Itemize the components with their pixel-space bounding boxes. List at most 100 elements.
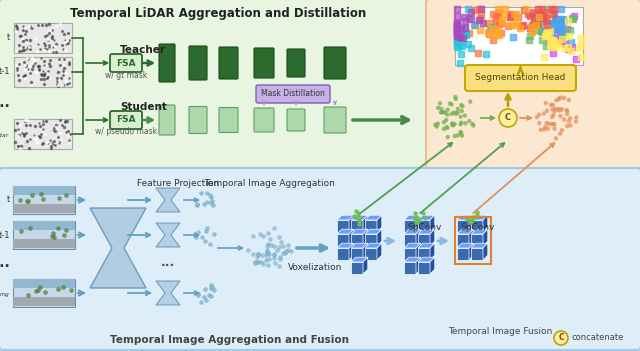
Point <box>40 45 51 51</box>
Point <box>60 118 70 124</box>
Point <box>50 128 60 134</box>
Bar <box>455 217 491 264</box>
Point <box>436 110 446 115</box>
Point <box>25 46 35 52</box>
Polygon shape <box>365 220 377 232</box>
Point <box>452 34 462 39</box>
Point <box>442 112 452 118</box>
Point <box>557 18 567 24</box>
Point <box>202 226 212 231</box>
Point <box>544 39 554 45</box>
Point <box>527 29 537 35</box>
Point <box>61 118 72 124</box>
Point <box>465 45 476 51</box>
Text: w/ pseudo mask: w/ pseudo mask <box>95 127 157 137</box>
Point <box>275 256 285 262</box>
Point <box>541 44 552 49</box>
Point <box>548 121 559 127</box>
Point <box>13 72 24 78</box>
Point <box>566 48 576 54</box>
Point <box>15 197 25 203</box>
FancyBboxPatch shape <box>219 47 238 79</box>
Point <box>488 24 499 29</box>
Polygon shape <box>418 248 430 260</box>
Point <box>497 31 507 36</box>
Point <box>248 233 258 239</box>
Polygon shape <box>404 248 416 260</box>
Point <box>458 35 468 41</box>
Point <box>545 28 555 33</box>
Point <box>497 18 507 23</box>
Point <box>255 231 266 237</box>
Polygon shape <box>351 257 368 262</box>
Point <box>39 47 49 53</box>
Point <box>537 29 547 35</box>
Polygon shape <box>349 243 354 260</box>
Point <box>505 11 515 16</box>
Point <box>542 22 552 28</box>
Point <box>15 145 25 151</box>
Point <box>567 16 577 21</box>
Point <box>538 15 548 21</box>
Polygon shape <box>471 229 488 234</box>
Point <box>547 28 557 34</box>
Point <box>25 38 35 43</box>
Point <box>264 236 275 242</box>
Point <box>470 22 481 28</box>
Point <box>460 120 470 126</box>
Point <box>452 24 462 29</box>
Point <box>24 145 35 151</box>
Point <box>25 122 35 128</box>
Point <box>209 231 220 237</box>
Point <box>20 141 30 146</box>
Point <box>548 18 558 23</box>
FancyBboxPatch shape <box>324 47 346 79</box>
Point <box>534 11 545 17</box>
Point <box>36 55 46 61</box>
Point <box>410 210 420 216</box>
Point <box>26 79 36 85</box>
Point <box>54 140 65 145</box>
Point <box>451 96 461 102</box>
Polygon shape <box>430 229 435 246</box>
Point <box>543 14 554 19</box>
Point <box>49 126 59 131</box>
Point <box>503 23 513 29</box>
Point <box>433 105 444 111</box>
Point <box>447 111 457 117</box>
Point <box>48 128 58 134</box>
Point <box>53 130 63 135</box>
Point <box>45 57 55 63</box>
Point <box>51 23 61 29</box>
Polygon shape <box>351 220 363 232</box>
Point <box>541 17 552 23</box>
Polygon shape <box>351 234 363 246</box>
Point <box>566 39 576 45</box>
Text: ...: ... <box>161 257 175 270</box>
Point <box>47 27 58 33</box>
Point <box>432 124 442 129</box>
Point <box>13 126 24 132</box>
Point <box>562 108 572 113</box>
Point <box>17 131 28 136</box>
Point <box>504 12 515 18</box>
Point <box>456 129 466 135</box>
Point <box>544 23 554 29</box>
Point <box>20 38 31 43</box>
Point <box>31 69 41 75</box>
Polygon shape <box>457 215 474 220</box>
Point <box>52 75 62 81</box>
Point <box>548 112 559 118</box>
Point <box>46 35 56 41</box>
Text: t: t <box>7 196 10 205</box>
Point <box>54 138 65 144</box>
Point <box>205 241 215 247</box>
Point <box>576 35 586 40</box>
Point <box>51 49 61 54</box>
Point <box>548 16 558 22</box>
Point <box>252 260 262 265</box>
Point <box>497 20 508 25</box>
Point <box>47 130 58 135</box>
Point <box>542 108 552 114</box>
Point <box>56 22 66 27</box>
